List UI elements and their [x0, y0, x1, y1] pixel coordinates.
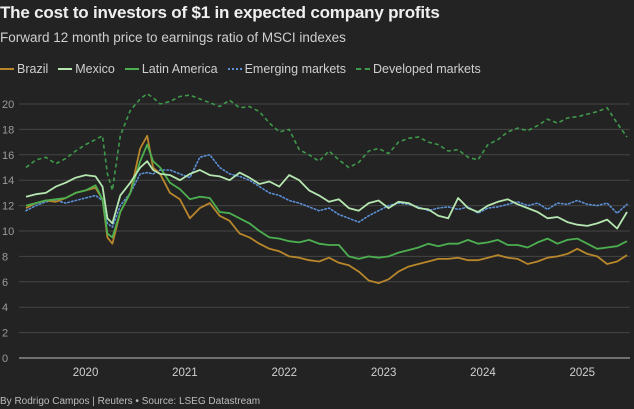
- y-tick-label: 12: [2, 201, 14, 213]
- series-line-brazil: [25, 134, 628, 285]
- series-line-developed-markets: [25, 93, 628, 192]
- legend: Brazil Mexico Latin America Emerging mar…: [0, 62, 481, 76]
- legend-swatch-mexico: [58, 68, 73, 70]
- legend-item-developed-markets: Developed markets: [356, 62, 481, 76]
- series-line-mexico: [25, 160, 628, 230]
- legend-label-emerging-markets: Emerging markets: [244, 62, 347, 76]
- legend-swatch-developed-markets: [356, 68, 371, 70]
- y-tick-label: 10: [2, 226, 14, 238]
- chart-subtitle: Forward 12 month price to earnings ratio…: [0, 30, 346, 45]
- x-axis-ticks: 2020 2021 2022 2023 2024 2025: [73, 367, 595, 379]
- legend-label-brazil: Brazil: [17, 62, 49, 76]
- legend-swatch-emerging-markets: [227, 68, 242, 70]
- gridlines: [19, 103, 630, 359]
- legend-swatch-latin-america: [124, 68, 139, 70]
- legend-item-emerging-markets: Emerging markets: [227, 62, 347, 76]
- source-credit: By Rodrigo Campos | Reuters • Source: LS…: [0, 396, 261, 407]
- legend-label-mexico: Mexico: [75, 62, 115, 76]
- legend-label-developed-markets: Developed markets: [373, 62, 481, 76]
- x-tick-label: 2022: [271, 367, 297, 379]
- y-tick-label: 14: [2, 175, 14, 187]
- y-tick-label: 16: [2, 150, 14, 162]
- legend-label-latin-america: Latin America: [141, 62, 218, 76]
- y-tick-label: 18: [2, 124, 14, 136]
- y-tick-label: 4: [2, 302, 8, 314]
- x-tick-label: 2021: [172, 367, 198, 379]
- y-tick-label: 20: [2, 99, 14, 111]
- x-tick-label: 2024: [470, 367, 496, 379]
- y-tick-label: 6: [2, 277, 8, 289]
- x-tick-label: 2020: [73, 367, 99, 379]
- legend-item-brazil: Brazil: [0, 62, 48, 76]
- y-tick-label: 8: [2, 251, 8, 263]
- series-lines: [25, 93, 628, 285]
- legend-swatch-brazil: [0, 68, 14, 70]
- x-tick-label: 2023: [371, 367, 397, 379]
- legend-item-mexico: Mexico: [58, 62, 115, 76]
- y-tick-label: 2: [2, 328, 8, 340]
- series-line-latin-america: [25, 143, 628, 260]
- legend-item-latin-america: Latin America: [124, 62, 218, 76]
- x-tick-label: 2025: [570, 367, 596, 379]
- series-line-emerging-markets: [25, 154, 628, 228]
- y-axis-ticks: 0 2 4 6 8 10 12 14 16 18 20: [2, 99, 14, 365]
- chart-title: The cost to investors of $1 in expected …: [0, 3, 440, 22]
- y-tick-label: 0: [2, 353, 8, 365]
